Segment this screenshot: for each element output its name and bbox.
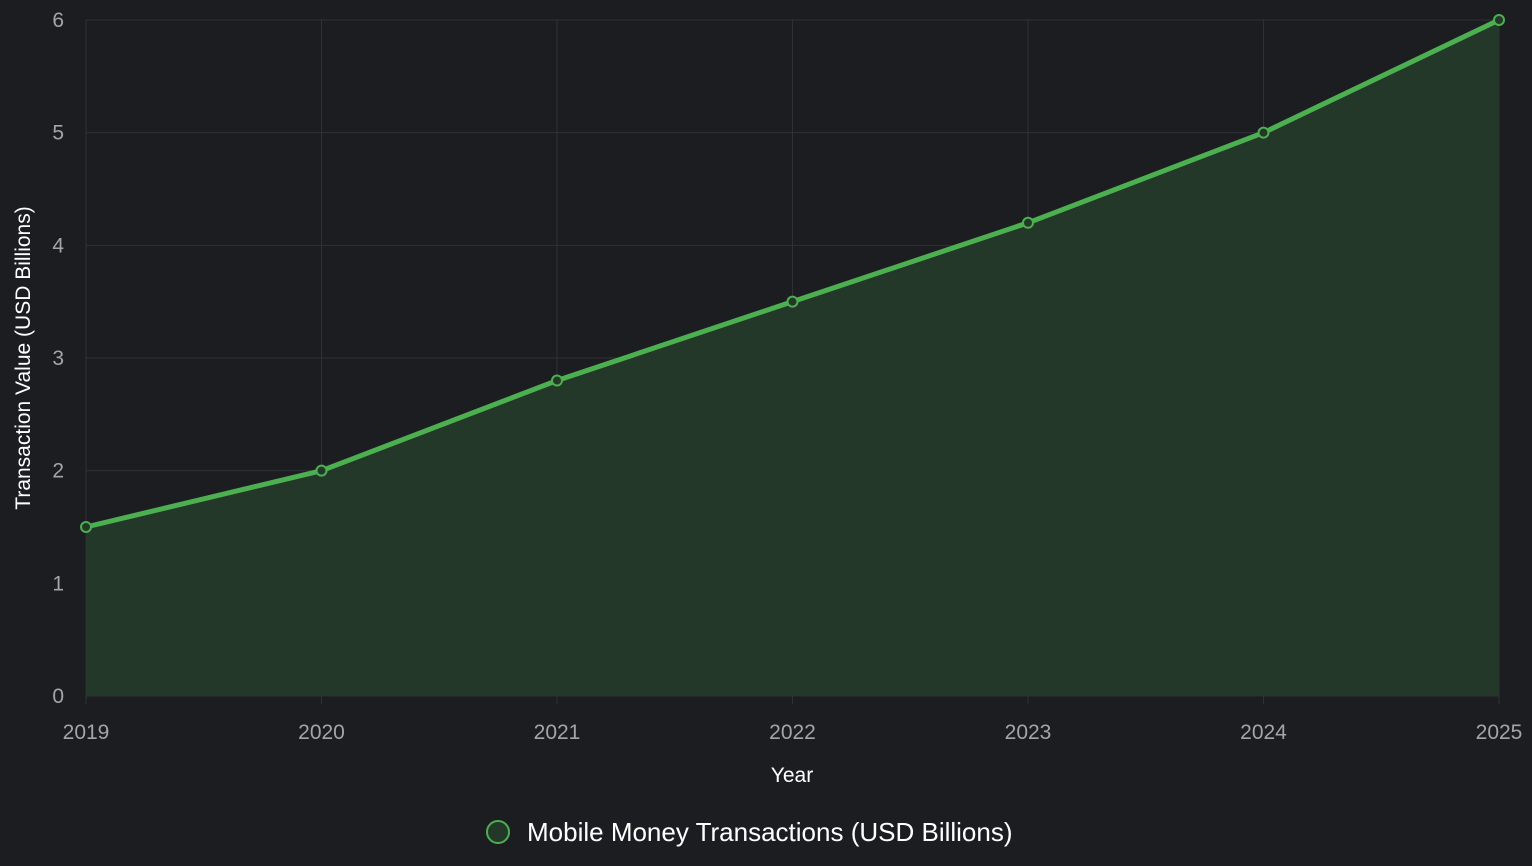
legend[interactable]: Mobile Money Transactions (USD Billions) (486, 817, 1013, 847)
data-point[interactable] (786, 295, 799, 308)
data-points (80, 14, 1505, 533)
y-axis-title: Transaction Value (USD Billions) (12, 206, 35, 509)
y-tick-label: 1 (52, 572, 64, 595)
data-point[interactable] (1022, 216, 1034, 229)
x-axis-ticks: 2019 2020 2021 2022 2023 2024 2025 (63, 721, 1523, 744)
x-tick-label: 2020 (298, 721, 345, 744)
y-tick-label: 5 (52, 122, 64, 145)
y-axis-ticks: 0 1 2 3 4 5 6 (52, 9, 64, 708)
y-tick-label: 4 (52, 234, 64, 257)
y-tick-label: 3 (52, 347, 64, 370)
x-tick-label: 2022 (769, 721, 816, 744)
y-tick-label: 2 (52, 460, 64, 483)
x-tick-label: 2025 (1476, 721, 1523, 744)
data-point[interactable] (80, 521, 92, 533)
x-tick-label: 2019 (63, 721, 110, 744)
legend-swatch-icon (486, 820, 510, 844)
data-point[interactable] (551, 374, 563, 387)
series-area (86, 20, 1499, 696)
data-point[interactable] (315, 464, 328, 477)
y-tick-label: 6 (52, 9, 64, 32)
x-tick-label: 2024 (1240, 721, 1287, 744)
data-point[interactable] (1257, 126, 1270, 139)
data-point[interactable] (1493, 14, 1505, 26)
y-tick-label: 0 (52, 685, 64, 708)
x-tick-label: 2023 (1005, 721, 1052, 744)
x-axis-title: Year (771, 764, 813, 787)
legend-label: Mobile Money Transactions (USD Billions) (527, 817, 1013, 847)
series-area-fill (86, 20, 1499, 696)
x-tick-label: 2021 (534, 721, 581, 744)
